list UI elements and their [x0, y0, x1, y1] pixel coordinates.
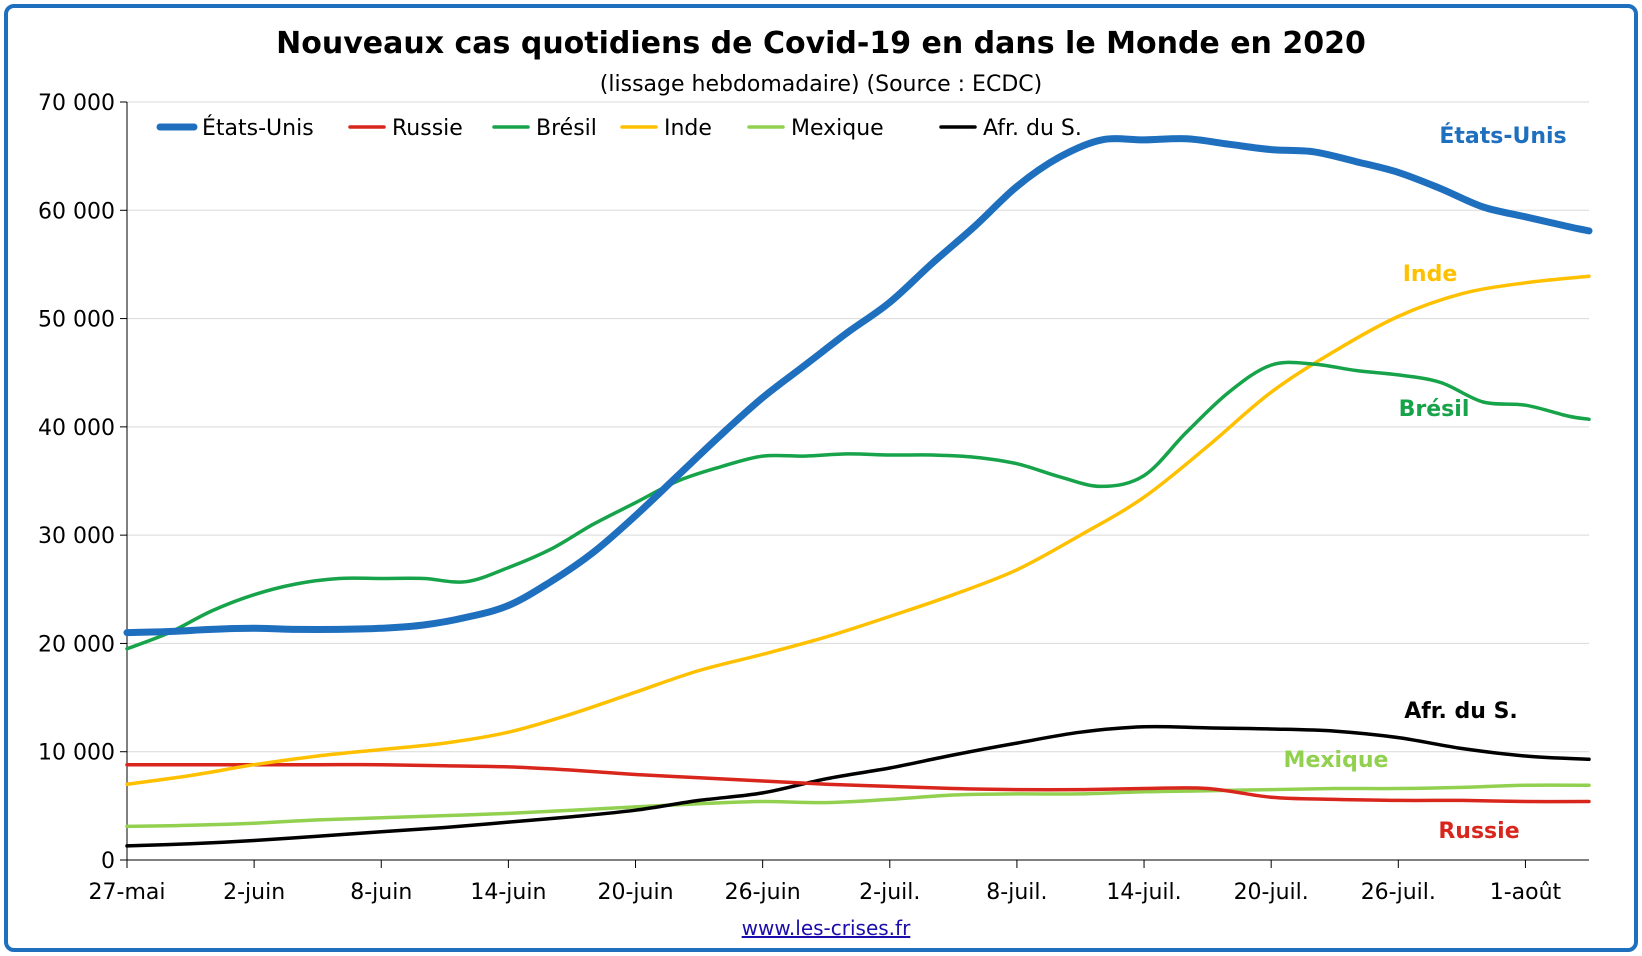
legend-label-etats-unis: États-Unis	[202, 115, 314, 141]
end-label-inde: Inde	[1403, 262, 1458, 287]
legend-label-mexique: Mexique	[791, 116, 884, 141]
x-tick-label: 14-juin	[470, 880, 546, 905]
legend-label-inde: Inde	[664, 116, 712, 141]
end-label-bresil: Brésil	[1399, 397, 1470, 422]
y-tick-label: 60 000	[38, 199, 115, 224]
series-line-bresil	[125, 360, 1591, 651]
source-link[interactable]: www.les-crises.fr	[742, 916, 911, 940]
x-tick-label: 2-juin	[223, 880, 285, 905]
x-tick-label: 14-juil.	[1106, 880, 1181, 905]
y-tick-label: 0	[101, 849, 115, 874]
series-line-russie	[125, 762, 1591, 804]
x-tick-label: 20-juin	[597, 880, 673, 905]
y-tick-label: 30 000	[38, 524, 115, 549]
legend: États-Unis Russie Brésil Inde Mexique Afr. du…	[156, 115, 1082, 141]
y-tick-label: 40 000	[38, 416, 115, 441]
chart-title: Nouveaux cas quotidiens de Covid-19 en d…	[276, 26, 1366, 61]
x-tick-label: 27-mai	[89, 880, 166, 905]
chart-subtitle: (lissage hebdomadaire) (Source : ECDC)	[600, 72, 1042, 97]
y-tick-label: 20 000	[38, 632, 115, 657]
end-label-russie: Russie	[1438, 819, 1519, 844]
x-tick-label: 26-juin	[725, 880, 801, 905]
legend-label-afr-du-s: Afr. du S.	[983, 116, 1082, 141]
series-line-inde	[125, 274, 1591, 786]
y-tick-label: 50 000	[38, 308, 115, 333]
legend-label-bresil: Brésil	[536, 116, 597, 141]
x-tick-label: 8-juil.	[986, 880, 1047, 905]
x-tick-label: 1-août	[1490, 880, 1562, 905]
series-end-labels: États-Unis Russie Brésil Inde Mexique Afr. du…	[1284, 123, 1567, 844]
series-line-afr-du-s	[125, 724, 1591, 848]
y-tick-label: 10 000	[38, 741, 115, 766]
end-label-afr-du-s: Afr. du S.	[1404, 699, 1518, 724]
x-tick-label: 20-juil.	[1234, 880, 1309, 905]
series-line-etats-unis	[123, 135, 1593, 637]
end-label-mexique: Mexique	[1284, 748, 1389, 773]
series-lines	[123, 135, 1593, 848]
x-tick-label: 26-juil.	[1361, 880, 1436, 905]
gridlines	[127, 101, 1589, 753]
series-line-mexique	[125, 783, 1591, 829]
axes: 0 10 000 20 000 30 000 40 000 50 000 60 000 70 …	[38, 91, 1589, 905]
x-tick-label: 8-juin	[350, 880, 412, 905]
x-tick-label: 2-juil.	[859, 880, 920, 905]
end-label-etats-unis: États-Unis	[1439, 123, 1566, 149]
y-tick-label: 70 000	[38, 91, 115, 116]
legend-label-russie: Russie	[392, 116, 463, 141]
